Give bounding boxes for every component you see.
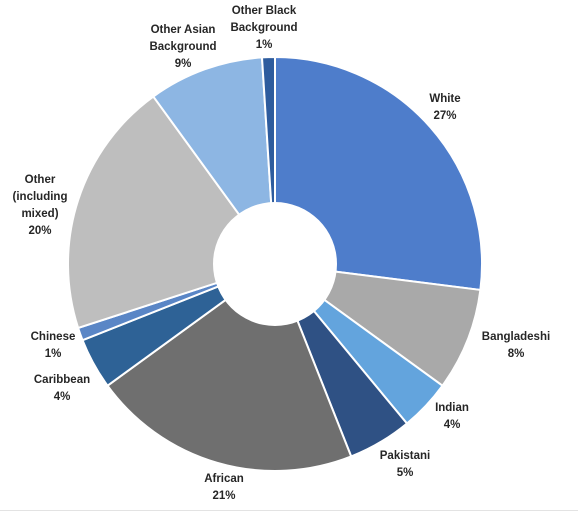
label-other-asian: Other Asian Background 9% [149, 24, 217, 70]
donut-hole [213, 202, 337, 326]
label-pakistani: Pakistani 5% [379, 450, 431, 479]
label-other-mixed: Other (including mixed) 20% [12, 174, 68, 237]
label-white: White 27% [429, 93, 461, 122]
label-african: African 21% [204, 473, 244, 502]
label-caribbean: Caribbean 4% [33, 374, 91, 403]
bottom-divider [0, 510, 578, 511]
label-other-black: Other Black Background 1% [230, 5, 298, 51]
label-bangladeshi: Bangladeshi 8% [481, 331, 551, 360]
label-chinese: Chinese 1% [30, 331, 76, 360]
label-indian: Indian 4% [435, 402, 469, 431]
